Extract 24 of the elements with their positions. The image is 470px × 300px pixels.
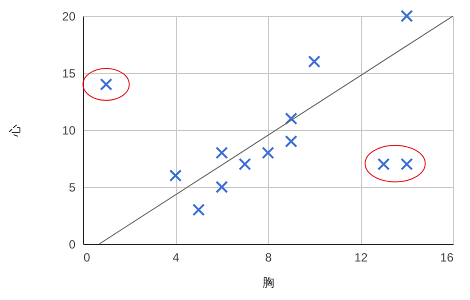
point bbox=[216, 180, 228, 194]
point bbox=[169, 169, 182, 182]
y-tick-label: 20 bbox=[62, 10, 76, 24]
y-tick-label: 15 bbox=[62, 66, 76, 80]
x-tick-label: 4 bbox=[172, 250, 180, 264]
x-tick-label: 0 bbox=[84, 250, 90, 264]
point bbox=[284, 112, 298, 125]
point bbox=[216, 146, 228, 160]
point bbox=[400, 10, 413, 22]
x-tick-label: 16 bbox=[440, 250, 454, 264]
y-tick-label: 5 bbox=[68, 180, 76, 194]
point bbox=[284, 135, 298, 148]
x-tick-label: 8 bbox=[265, 250, 272, 264]
point bbox=[400, 158, 413, 170]
y-axis-title: 心 bbox=[8, 124, 22, 138]
x-axis-title: 胸 bbox=[262, 276, 274, 290]
y-tick-label: 10 bbox=[62, 124, 76, 138]
point bbox=[377, 158, 390, 170]
y-tick-label: 0 bbox=[68, 238, 76, 252]
point bbox=[192, 204, 205, 216]
point bbox=[308, 55, 320, 68]
point bbox=[262, 146, 274, 160]
point bbox=[238, 158, 252, 170]
x-tick-label: 12 bbox=[354, 250, 368, 264]
